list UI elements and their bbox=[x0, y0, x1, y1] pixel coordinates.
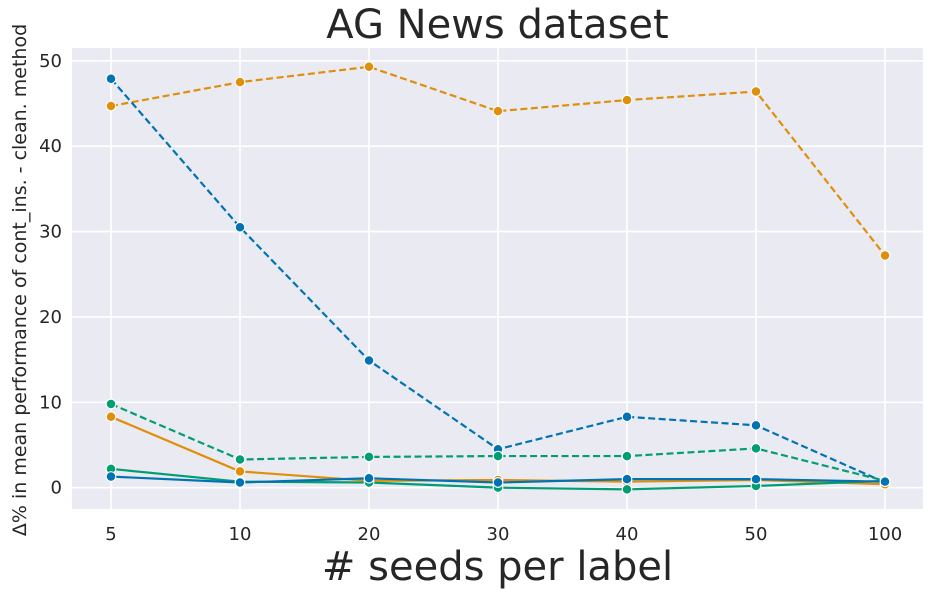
data-point bbox=[492, 477, 504, 488]
x-tick-label: 20 bbox=[358, 524, 381, 545]
y-tick-label: 40 bbox=[39, 136, 62, 157]
x-axis-label: # seeds per label bbox=[322, 544, 673, 590]
series-layer bbox=[105, 61, 891, 495]
y-axis-label: Δ% in mean performance of cont_ins. - cl… bbox=[9, 24, 31, 536]
x-tick-label: 100 bbox=[868, 524, 902, 545]
data-point bbox=[234, 454, 246, 465]
x-tick-label: 50 bbox=[745, 524, 768, 545]
data-point bbox=[621, 484, 633, 495]
series-dashed-line bbox=[105, 61, 891, 261]
data-point bbox=[363, 61, 375, 73]
y-tick-label: 10 bbox=[39, 392, 62, 413]
data-point bbox=[234, 221, 246, 233]
data-point bbox=[750, 86, 762, 97]
x-tick-label: 10 bbox=[229, 524, 252, 545]
y-tick-label: 50 bbox=[39, 51, 62, 72]
data-point bbox=[621, 450, 633, 462]
y-tick-label: 30 bbox=[39, 222, 62, 243]
series-solid-line bbox=[105, 471, 891, 488]
x-tick-label: 40 bbox=[616, 524, 639, 545]
x-tick-label: 30 bbox=[487, 524, 510, 545]
data-point bbox=[105, 100, 117, 112]
data-point bbox=[492, 450, 504, 462]
data-point bbox=[492, 105, 504, 117]
series-dashed-line bbox=[105, 398, 891, 487]
data-point bbox=[750, 473, 762, 485]
data-point bbox=[363, 355, 375, 366]
data-point bbox=[234, 76, 246, 88]
data-point bbox=[105, 471, 117, 482]
data-point bbox=[105, 73, 117, 85]
data-point bbox=[879, 250, 891, 261]
data-point bbox=[750, 443, 762, 454]
tick-labels: 0 10 20 30 40 50 5 10 20 30 40 50 100 bbox=[39, 51, 902, 545]
data-point bbox=[621, 94, 633, 106]
data-point bbox=[234, 477, 246, 488]
chart-title: AG News dataset bbox=[326, 2, 668, 48]
data-point bbox=[621, 473, 633, 485]
series-dashed-line bbox=[105, 73, 891, 488]
data-point bbox=[750, 419, 762, 431]
data-point bbox=[105, 398, 117, 410]
data-point bbox=[621, 411, 633, 423]
x-tick-label: 5 bbox=[105, 524, 116, 545]
data-point bbox=[105, 411, 117, 423]
y-tick-label: 0 bbox=[51, 478, 62, 499]
data-point bbox=[879, 476, 891, 488]
data-point bbox=[363, 451, 375, 463]
grid-lines bbox=[72, 48, 923, 509]
y-tick-label: 20 bbox=[39, 307, 62, 328]
data-point bbox=[363, 472, 375, 484]
data-point bbox=[234, 466, 246, 477]
